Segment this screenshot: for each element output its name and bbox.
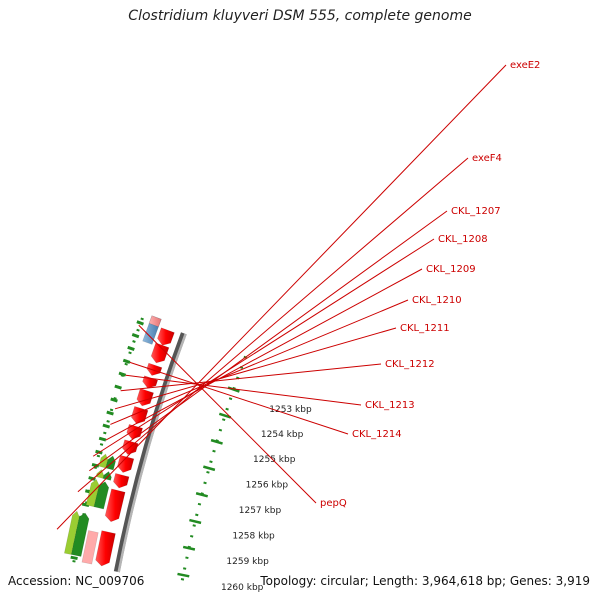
label-leader-line bbox=[77, 157, 469, 493]
gene-label: CKL_1207 bbox=[451, 206, 501, 217]
gene-arrow bbox=[142, 375, 159, 389]
gene-arrow bbox=[95, 530, 116, 567]
ruler-tick bbox=[203, 465, 216, 472]
ruler-tick-label: 1256 kbp bbox=[246, 481, 289, 491]
gene-label: exeE2 bbox=[510, 60, 540, 71]
gene-box bbox=[148, 315, 162, 328]
gene-arrow bbox=[117, 454, 135, 473]
gene-arrow bbox=[104, 488, 126, 523]
gene-arrow bbox=[157, 327, 175, 346]
genome-stats-text: Topology: circular; Length: 3,964,618 bp… bbox=[260, 574, 590, 588]
ruler-tick-label: 1255 kbp bbox=[253, 455, 296, 465]
gene-box bbox=[81, 530, 99, 565]
label-leader-line bbox=[56, 64, 507, 530]
label-leader-line bbox=[89, 210, 448, 472]
accession-text: Accession: NC_009706 bbox=[8, 574, 145, 588]
ruler-tick-label: 1258 kbp bbox=[232, 532, 275, 542]
ruler-tick-label: 1253 kbp bbox=[269, 405, 312, 415]
ruler-tick bbox=[195, 492, 209, 498]
ruler-tick bbox=[177, 572, 190, 578]
map-title: Clostridium kluyveri DSM 555, complete g… bbox=[128, 8, 472, 24]
gene-arrow bbox=[146, 362, 163, 376]
gene-label: CKL_1210 bbox=[412, 295, 462, 306]
gene-arrow bbox=[102, 471, 112, 481]
label-leader-line bbox=[129, 361, 349, 435]
gene-labels: exeE2 exeF4 CKL_1207 CKL_1208 CKL_1209 CKL_12… bbox=[56, 60, 540, 530]
gene-arrow bbox=[150, 342, 170, 364]
gene-arrow bbox=[136, 388, 154, 407]
label-leader-line bbox=[110, 299, 409, 425]
label-leader-line bbox=[92, 238, 435, 457]
gene-label: CKL_1209 bbox=[426, 264, 476, 275]
genes bbox=[64, 315, 175, 567]
backbone bbox=[113, 332, 187, 573]
label-leader-line bbox=[138, 324, 317, 504]
label-leader-line bbox=[125, 374, 362, 406]
gene-label: exeF4 bbox=[472, 153, 502, 164]
label-leader-line bbox=[114, 327, 397, 410]
ruler-tick bbox=[182, 545, 196, 551]
gene-label: pepQ bbox=[320, 498, 347, 509]
gene-label: CKL_1212 bbox=[385, 359, 435, 370]
gene-label: CKL_1213 bbox=[365, 400, 415, 411]
gene-arrow bbox=[93, 481, 110, 510]
ruler-tick bbox=[210, 438, 223, 445]
ruler-tick-label: 1257 kbp bbox=[239, 506, 282, 516]
ruler-tick bbox=[218, 412, 232, 419]
gene-arrow bbox=[70, 512, 90, 557]
ruler-tick bbox=[189, 518, 202, 525]
label-leader-line bbox=[105, 268, 423, 441]
gene-label: CKL_1214 bbox=[352, 429, 402, 440]
gene-arrow bbox=[64, 510, 80, 555]
ruler-tick-label: 1254 kbp bbox=[261, 430, 304, 440]
gene-arrow bbox=[113, 472, 130, 489]
label-leader-line bbox=[120, 363, 382, 392]
gene-label: CKL_1208 bbox=[438, 234, 488, 245]
ruler-tick-label: 1259 kbp bbox=[226, 557, 269, 567]
gene-label: CKL_1211 bbox=[400, 323, 450, 334]
ruler-tick-label: 1260 kbp bbox=[221, 583, 264, 593]
